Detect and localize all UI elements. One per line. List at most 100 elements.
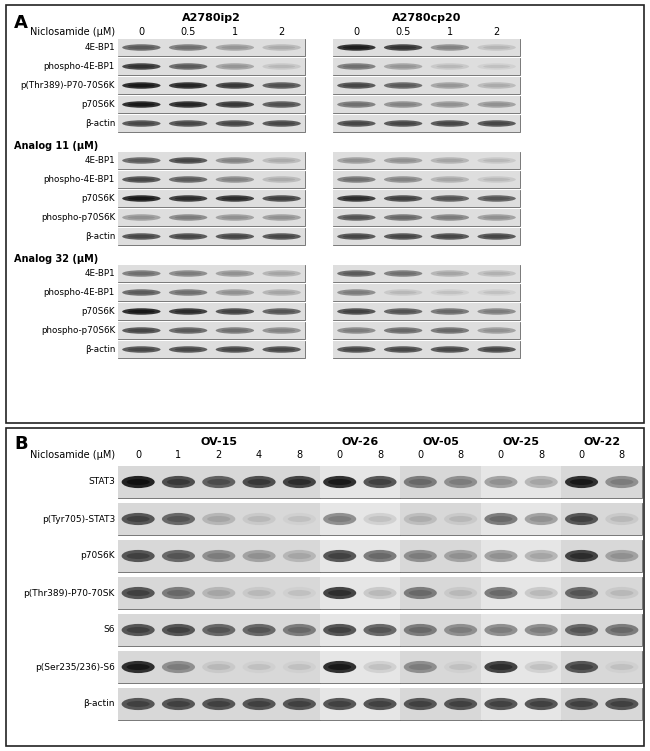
- Ellipse shape: [248, 627, 270, 633]
- Ellipse shape: [216, 214, 254, 221]
- Ellipse shape: [369, 590, 391, 596]
- Ellipse shape: [175, 122, 202, 125]
- Bar: [333, 115, 520, 132]
- Ellipse shape: [288, 479, 311, 485]
- Ellipse shape: [323, 513, 356, 525]
- Ellipse shape: [216, 289, 254, 296]
- Bar: [320, 503, 360, 535]
- Ellipse shape: [127, 516, 150, 522]
- Ellipse shape: [384, 44, 422, 51]
- Bar: [380, 58, 426, 75]
- Ellipse shape: [409, 479, 432, 485]
- Bar: [481, 503, 521, 535]
- Ellipse shape: [610, 479, 633, 485]
- Ellipse shape: [242, 661, 276, 673]
- Ellipse shape: [216, 83, 254, 89]
- Ellipse shape: [449, 627, 472, 633]
- Bar: [400, 651, 481, 683]
- Bar: [118, 577, 320, 609]
- Ellipse shape: [489, 664, 512, 670]
- Ellipse shape: [169, 214, 207, 221]
- Bar: [360, 503, 400, 535]
- Bar: [481, 577, 562, 609]
- Ellipse shape: [169, 270, 207, 276]
- Ellipse shape: [263, 346, 301, 353]
- Ellipse shape: [263, 101, 301, 107]
- Bar: [400, 466, 441, 498]
- Bar: [211, 209, 258, 226]
- Bar: [6, 428, 644, 746]
- Ellipse shape: [404, 661, 437, 673]
- Bar: [333, 303, 520, 320]
- Bar: [280, 540, 320, 572]
- Bar: [380, 96, 426, 113]
- Ellipse shape: [431, 83, 469, 89]
- Ellipse shape: [175, 197, 202, 200]
- Ellipse shape: [384, 83, 422, 89]
- Bar: [320, 651, 360, 683]
- Ellipse shape: [363, 587, 396, 599]
- Ellipse shape: [431, 157, 469, 164]
- Ellipse shape: [128, 159, 155, 162]
- Bar: [258, 152, 305, 169]
- Bar: [333, 190, 520, 207]
- Ellipse shape: [489, 627, 512, 633]
- Bar: [441, 651, 481, 683]
- Bar: [211, 77, 258, 94]
- Ellipse shape: [384, 101, 422, 107]
- Ellipse shape: [283, 550, 316, 562]
- Bar: [164, 39, 211, 56]
- Ellipse shape: [444, 513, 477, 525]
- Ellipse shape: [610, 701, 633, 707]
- Bar: [562, 614, 642, 646]
- Bar: [481, 651, 521, 683]
- Bar: [199, 651, 239, 683]
- Ellipse shape: [337, 270, 376, 276]
- Ellipse shape: [483, 197, 510, 200]
- Ellipse shape: [436, 103, 463, 106]
- Ellipse shape: [268, 235, 295, 238]
- Bar: [333, 209, 380, 226]
- Ellipse shape: [268, 84, 295, 87]
- Ellipse shape: [207, 479, 230, 485]
- Ellipse shape: [404, 513, 437, 525]
- Ellipse shape: [478, 270, 516, 276]
- Ellipse shape: [483, 291, 510, 294]
- Ellipse shape: [409, 590, 432, 596]
- Ellipse shape: [268, 310, 295, 313]
- Ellipse shape: [207, 516, 230, 522]
- Bar: [118, 540, 159, 572]
- Ellipse shape: [288, 664, 311, 670]
- Ellipse shape: [127, 627, 150, 633]
- Bar: [426, 322, 473, 339]
- Ellipse shape: [202, 476, 235, 488]
- Bar: [258, 228, 305, 245]
- Bar: [199, 614, 239, 646]
- Bar: [118, 284, 305, 301]
- Bar: [473, 303, 520, 320]
- Bar: [481, 688, 521, 720]
- Ellipse shape: [530, 664, 552, 670]
- Bar: [333, 265, 520, 282]
- Ellipse shape: [483, 122, 510, 125]
- Ellipse shape: [565, 661, 598, 673]
- Text: 0: 0: [135, 450, 141, 460]
- Ellipse shape: [175, 103, 202, 106]
- Text: p(Thr389)-P70-70SK: p(Thr389)-P70-70SK: [23, 589, 115, 598]
- Ellipse shape: [570, 553, 593, 559]
- Bar: [159, 577, 199, 609]
- Bar: [400, 688, 441, 720]
- Ellipse shape: [175, 272, 202, 275]
- Bar: [473, 39, 520, 56]
- Ellipse shape: [122, 513, 155, 525]
- Bar: [521, 577, 562, 609]
- Ellipse shape: [337, 308, 376, 315]
- Ellipse shape: [128, 103, 155, 106]
- Ellipse shape: [369, 553, 391, 559]
- Text: A: A: [14, 14, 28, 32]
- Ellipse shape: [248, 590, 270, 596]
- Bar: [333, 77, 520, 94]
- Bar: [118, 265, 305, 282]
- Bar: [380, 284, 426, 301]
- Bar: [118, 209, 305, 226]
